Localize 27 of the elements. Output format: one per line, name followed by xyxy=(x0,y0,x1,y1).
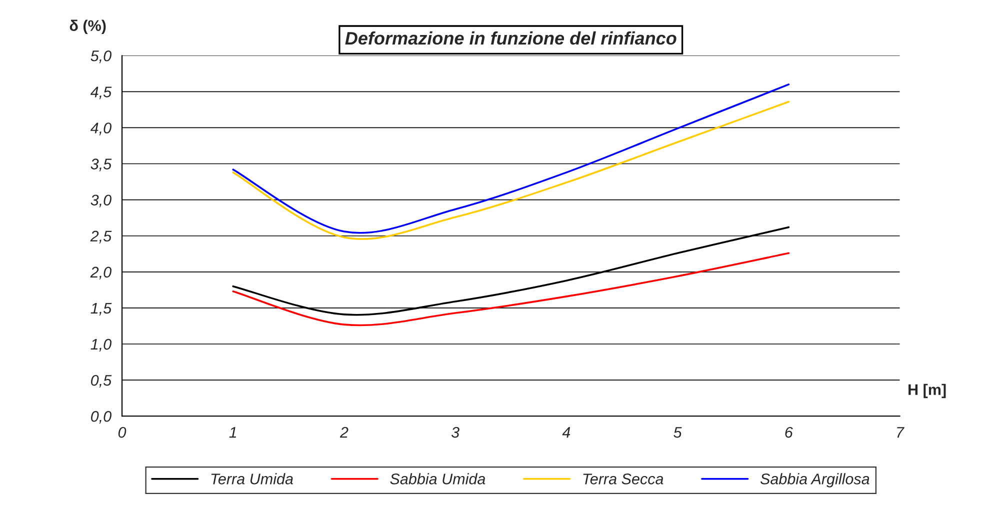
legend-label: Terra Umida xyxy=(211,473,293,484)
y-axis-title: δ (%) xyxy=(70,20,106,34)
y-tick-label: 0,5 xyxy=(91,374,112,388)
legend-label: Sabbia Umida xyxy=(390,473,486,484)
x-tick-label: 7 xyxy=(897,427,904,438)
chart-title: Deformazione in funzione del rinfianco xyxy=(345,31,676,45)
y-tick-label: 3,0 xyxy=(90,194,112,208)
y-tick-label: 2,0 xyxy=(90,266,112,280)
x-tick-label: 6 xyxy=(785,426,793,438)
legend-label: Sabbia Argillosa xyxy=(760,473,870,488)
y-tick-label: 4,0 xyxy=(90,122,112,136)
x-axis-title: H [m] xyxy=(908,384,946,398)
x-tick-label: 5 xyxy=(674,427,682,438)
legend-label: Terra Secca xyxy=(583,474,664,484)
x-tick-label: 3 xyxy=(451,426,460,438)
y-tick-label: 1,5 xyxy=(90,302,112,316)
line-series xyxy=(232,252,790,326)
y-tick-label: 4,5 xyxy=(90,86,112,100)
x-tick-label: 1 xyxy=(229,427,236,438)
y-tick-label: 1,0 xyxy=(90,338,112,352)
y-tick-label: 3,5 xyxy=(90,158,112,172)
y-tick-label: 0,0 xyxy=(91,410,112,424)
x-tick-label: 2 xyxy=(340,426,348,438)
x-tick-label: 4 xyxy=(562,427,570,438)
y-tick-label: 2,5 xyxy=(90,230,112,244)
x-tick-label: 0 xyxy=(118,426,126,438)
y-tick-label: 5,0 xyxy=(90,50,112,64)
